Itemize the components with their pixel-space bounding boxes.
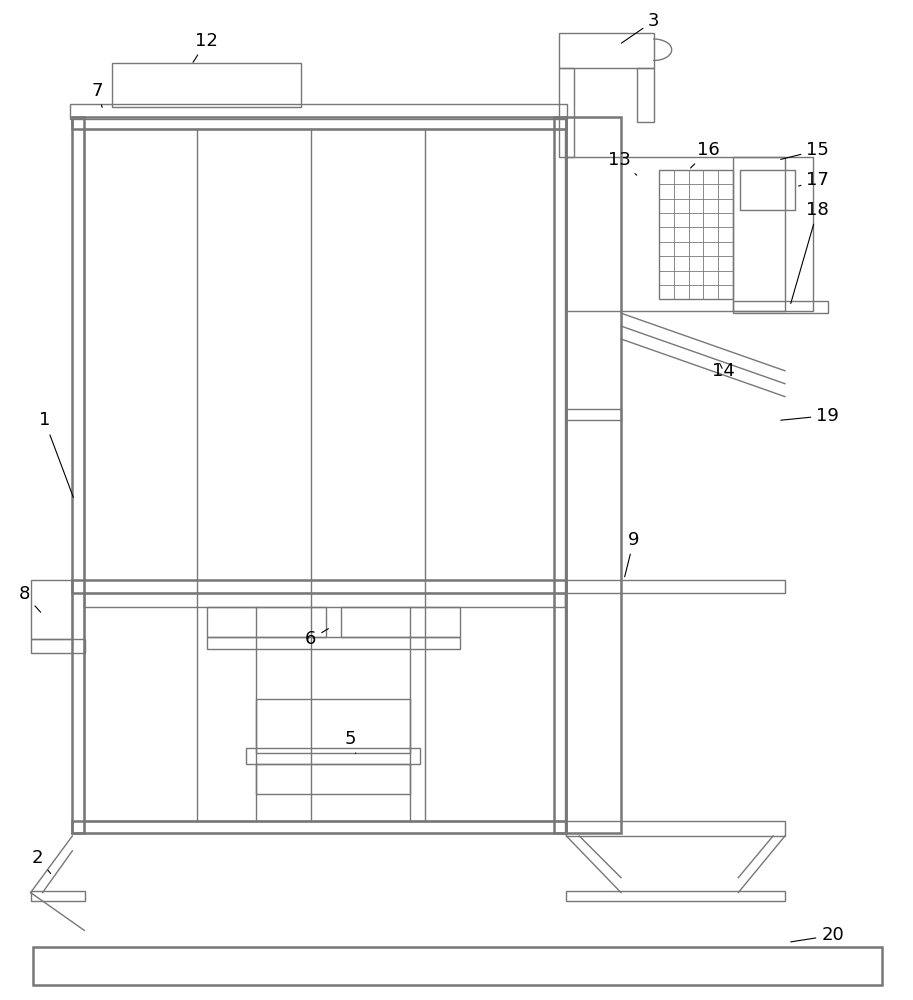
- Text: 15: 15: [781, 141, 829, 159]
- Bar: [72, 580, 566, 593]
- Bar: [72, 117, 566, 129]
- Bar: [566, 117, 621, 833]
- Bar: [70, 104, 567, 119]
- Bar: [112, 63, 301, 107]
- Text: 1: 1: [39, 411, 73, 497]
- Text: 6: 6: [305, 629, 329, 648]
- Bar: [566, 821, 785, 836]
- Bar: [740, 170, 795, 210]
- Bar: [637, 68, 654, 122]
- Bar: [566, 409, 621, 420]
- Bar: [84, 821, 565, 833]
- Bar: [566, 580, 785, 593]
- Text: 13: 13: [607, 151, 636, 175]
- Text: 14: 14: [712, 362, 735, 380]
- Bar: [566, 157, 785, 311]
- Text: 16: 16: [690, 141, 719, 168]
- Bar: [206, 607, 326, 637]
- Bar: [554, 117, 566, 833]
- Bar: [733, 301, 828, 313]
- Bar: [659, 170, 733, 299]
- Bar: [560, 33, 654, 68]
- Bar: [247, 748, 420, 764]
- Text: 8: 8: [19, 585, 41, 612]
- Bar: [84, 129, 565, 821]
- Text: 3: 3: [621, 12, 659, 43]
- Bar: [733, 157, 813, 311]
- Text: 9: 9: [624, 531, 640, 577]
- Text: 5: 5: [345, 730, 356, 753]
- Bar: [206, 637, 460, 649]
- Bar: [31, 891, 85, 901]
- Text: 18: 18: [791, 201, 829, 304]
- Text: 20: 20: [791, 926, 845, 944]
- Bar: [560, 68, 574, 157]
- Text: 17: 17: [799, 171, 829, 189]
- Bar: [31, 639, 85, 653]
- Bar: [72, 117, 84, 833]
- Bar: [84, 593, 565, 607]
- Bar: [257, 699, 410, 753]
- Text: 12: 12: [193, 32, 218, 62]
- Text: 19: 19: [781, 407, 839, 425]
- Text: 7: 7: [91, 82, 103, 107]
- Bar: [72, 821, 566, 833]
- Bar: [341, 607, 460, 637]
- Bar: [566, 891, 785, 901]
- Bar: [33, 947, 882, 985]
- Bar: [31, 580, 72, 639]
- Text: 2: 2: [32, 849, 51, 874]
- Bar: [257, 764, 410, 794]
